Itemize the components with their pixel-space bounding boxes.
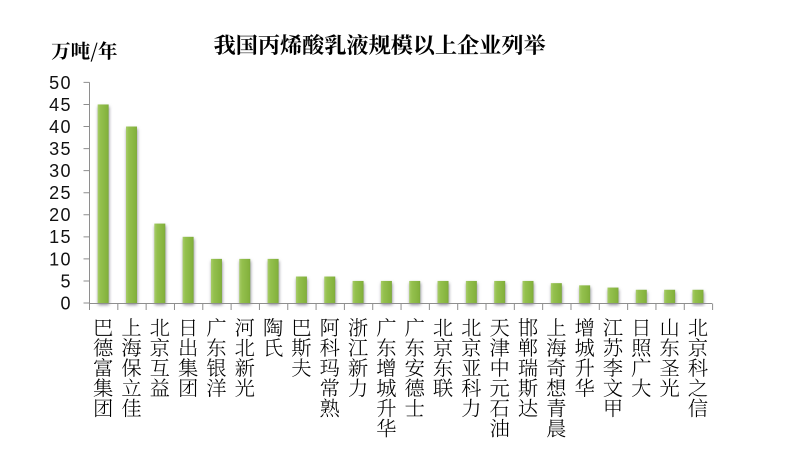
svg-text:25: 25 [49, 183, 72, 203]
svg-text:30: 30 [49, 161, 72, 181]
svg-text:35: 35 [49, 139, 72, 159]
svg-text:50: 50 [49, 73, 72, 93]
svg-text:45: 45 [49, 95, 72, 115]
svg-text:10: 10 [49, 249, 72, 269]
svg-text:20: 20 [49, 205, 72, 225]
svg-text:5: 5 [60, 271, 71, 291]
svg-text:40: 40 [49, 117, 72, 137]
svg-text:15: 15 [49, 227, 72, 247]
svg-text:0: 0 [60, 293, 71, 313]
